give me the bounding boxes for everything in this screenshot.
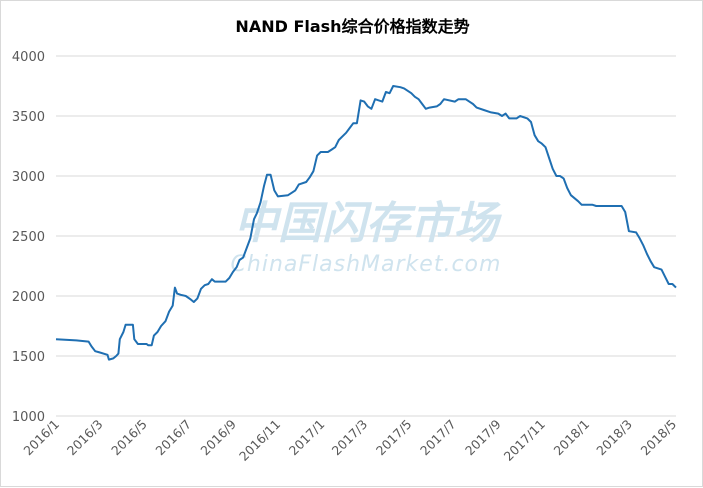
- x-tick-label: 2017/11: [501, 417, 548, 464]
- x-tick-label: 2016/7: [152, 417, 194, 459]
- chart-title: NAND Flash综合价格指数走势: [235, 17, 470, 36]
- y-tick-label: 2000: [12, 290, 45, 305]
- x-tick-label: 2016/5: [108, 417, 150, 459]
- x-tick-label: 2017/7: [417, 417, 459, 459]
- y-tick-label: 1000: [12, 410, 45, 425]
- y-tick-label: 2500: [12, 230, 45, 245]
- x-tick-label: 2016/11: [236, 417, 283, 464]
- y-axis-ticks: 1000 1500 2000 2500 3000 3500 4000: [12, 50, 45, 425]
- x-tick-label: 2017/3: [329, 417, 371, 459]
- watermark-cn: 中国闪存市场: [234, 198, 502, 249]
- x-tick-label: 2018/1: [550, 417, 592, 459]
- series-layer: [55, 85, 677, 361]
- y-tick-label: 3000: [12, 170, 45, 185]
- watermark: 中国闪存市场 ChinaFlashMarket.com: [231, 198, 502, 277]
- x-tick-label: 2017/1: [286, 417, 328, 459]
- x-tick-label: 2016/3: [64, 417, 106, 459]
- series-line: [55, 85, 677, 361]
- x-tick-label: 2017/5: [373, 417, 415, 459]
- y-tick-label: 4000: [12, 50, 45, 65]
- x-tick-label: 2018/3: [593, 417, 635, 459]
- x-tick-label: 2018/5: [638, 417, 680, 459]
- x-tick-label: 2016/9: [197, 416, 239, 458]
- gridlines: [56, 55, 676, 417]
- watermark-en: ChinaFlashMarket.com: [231, 252, 502, 277]
- y-tick-label: 1500: [12, 350, 45, 365]
- x-tick-label: 2017/9: [462, 416, 504, 458]
- y-tick-label: 3500: [12, 110, 45, 125]
